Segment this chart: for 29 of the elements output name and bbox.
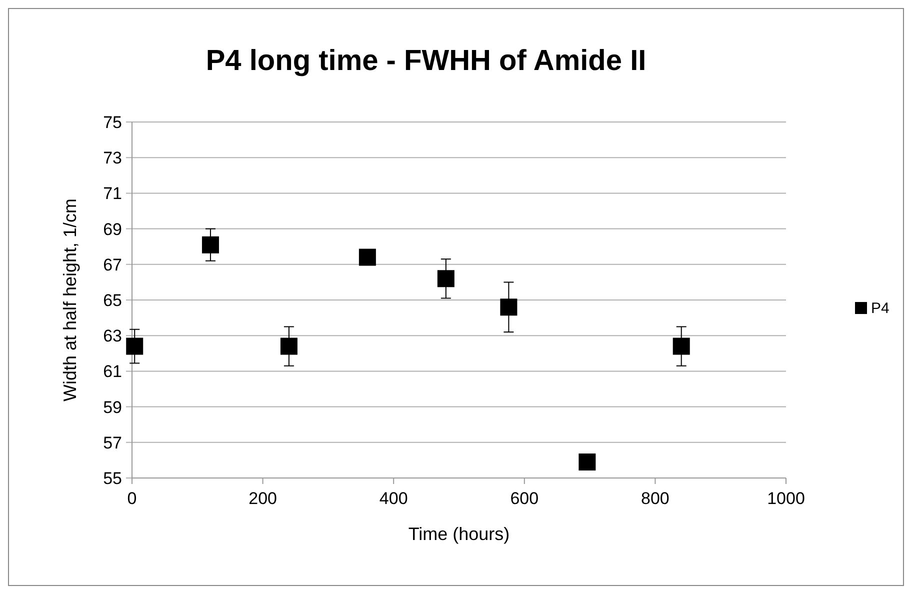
point bbox=[672, 338, 690, 355]
point bbox=[202, 236, 219, 254]
y-tick-label: 61 bbox=[103, 362, 122, 382]
y-tick-label: 59 bbox=[103, 398, 122, 417]
y-tick-label: 67 bbox=[103, 255, 122, 274]
x-tick-label: 400 bbox=[379, 489, 408, 508]
y-tick-label: 65 bbox=[103, 291, 122, 310]
chart-title: P4 long time - FWHH of Amide II bbox=[206, 45, 646, 77]
y-tick-label: 75 bbox=[103, 113, 122, 132]
x-tick-label: 600 bbox=[510, 489, 539, 508]
y-tick-label: 71 bbox=[103, 184, 122, 204]
x-tick-label: 0 bbox=[127, 489, 137, 508]
point bbox=[126, 338, 144, 355]
y-tick-label: 73 bbox=[103, 148, 122, 168]
y-tick-label: 55 bbox=[103, 469, 122, 488]
y-tick-label: 57 bbox=[103, 433, 122, 452]
y-axis-title: Width at half height, 1/cm bbox=[60, 198, 80, 402]
point bbox=[578, 453, 596, 470]
point bbox=[358, 248, 376, 266]
y-tick-label: 63 bbox=[103, 326, 122, 346]
point bbox=[500, 298, 518, 316]
point bbox=[437, 270, 454, 288]
x-axis-title: Time (hours) bbox=[408, 524, 510, 544]
legend-label: P4 bbox=[871, 300, 890, 317]
x-tick-label: 800 bbox=[641, 489, 670, 508]
y-tick-label: 69 bbox=[103, 220, 122, 239]
point bbox=[280, 338, 298, 355]
x-tick-label: 1000 bbox=[767, 489, 805, 508]
x-tick-label: 200 bbox=[248, 489, 277, 508]
